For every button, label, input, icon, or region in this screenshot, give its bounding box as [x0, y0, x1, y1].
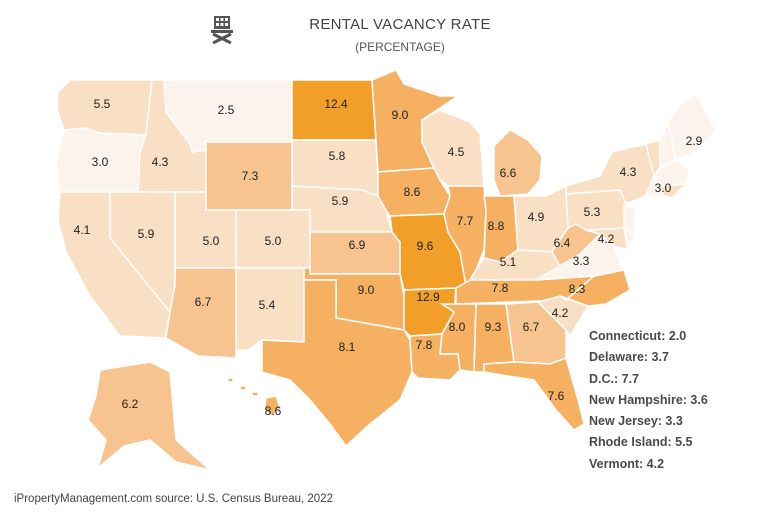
label-new-york: 4.3	[620, 165, 637, 179]
label-georgia: 6.7	[523, 320, 540, 334]
label-washington: 5.5	[94, 97, 111, 111]
label-michigan: 6.6	[500, 166, 517, 180]
state-delaware[interactable]	[622, 226, 635, 250]
label-iowa: 8.6	[404, 185, 421, 199]
state-texas[interactable]	[261, 279, 413, 448]
hawaii-island-kauai	[227, 377, 234, 383]
label-texas: 8.1	[339, 340, 356, 354]
label-missouri: 9.6	[417, 239, 434, 253]
label-colorado: 5.0	[265, 234, 282, 248]
label-west-virginia: 6.4	[554, 236, 571, 250]
label-virginia: 3.3	[573, 254, 590, 268]
label-montana: 2.5	[218, 103, 235, 117]
small-state-new-hampshire: New Hampshire: 3.6	[589, 392, 708, 407]
label-indiana: 8.8	[488, 219, 505, 233]
small-state-connecticut: Connecticut: 2.0	[589, 329, 687, 343]
map-title: RENTAL VACANCY RATE	[309, 16, 491, 33]
source-credit: iPropertyManagement.com source: U.S. Cen…	[14, 493, 333, 505]
label-louisiana: 7.8	[416, 338, 433, 352]
label-minnesota: 9.0	[392, 108, 409, 122]
hawaii-island-maui	[251, 391, 259, 397]
building-logo-icon	[211, 16, 233, 44]
label-kansas: 6.9	[349, 238, 366, 252]
label-mississippi: 8.0	[449, 320, 466, 334]
map-subtitle: (PERCENTAGE)	[355, 40, 445, 54]
state-value-labels: 5.5 3.0 4.1 4.3 5.9 2.5 7.3 5.0 6.7 5.0 …	[74, 97, 703, 418]
label-illinois: 7.7	[457, 214, 474, 228]
state-rhode-island[interactable]	[658, 183, 688, 199]
label-alaska: 6.2	[122, 397, 139, 411]
label-oklahoma: 9.0	[358, 283, 375, 297]
state-south-carolina[interactable]	[536, 295, 590, 338]
label-maine: 2.9	[686, 134, 703, 148]
label-arkansas: 12.9	[416, 290, 440, 304]
hawaii-island-oahu	[239, 385, 247, 391]
label-tennessee: 7.8	[492, 281, 509, 295]
label-florida: 7.6	[548, 389, 565, 403]
label-south-carolina: 4.2	[552, 306, 569, 320]
state-hawaii[interactable]	[263, 395, 281, 417]
state-florida[interactable]	[483, 357, 585, 431]
state-michigan[interactable]	[493, 129, 543, 197]
state-maine[interactable]	[667, 92, 717, 162]
label-nevada: 5.9	[138, 227, 155, 241]
label-wisconsin: 4.5	[448, 145, 465, 159]
label-idaho: 4.3	[152, 155, 169, 169]
label-nebraska: 5.9	[332, 194, 349, 208]
label-north-dakota: 12.4	[324, 97, 348, 111]
label-utah: 5.0	[203, 234, 220, 248]
label-california: 4.1	[74, 223, 91, 237]
label-alabama: 9.3	[485, 320, 502, 334]
label-south-dakota: 5.8	[329, 149, 346, 163]
small-states-list: Connecticut: 2.0 Delaware: 3.7 D.C.: 7.7…	[589, 326, 708, 475]
small-state-vermont: Vermont: 4.2	[589, 456, 665, 471]
label-ohio: 4.9	[528, 210, 545, 224]
label-oregon: 3.0	[92, 155, 109, 169]
label-north-carolina: 8.3	[569, 282, 586, 296]
label-pennsylvania: 5.3	[584, 205, 601, 219]
label-kentucky: 5.1	[500, 255, 517, 269]
label-massachusetts: 3.0	[655, 181, 672, 195]
label-wyoming: 7.3	[242, 169, 259, 183]
label-hawaii: 8.6	[265, 404, 282, 418]
small-state-delaware: Delaware: 3.7	[589, 350, 669, 365]
small-state-dc: D.C.: 7.7	[589, 371, 640, 386]
state-alaska[interactable]	[87, 361, 211, 471]
state-arizona[interactable]	[165, 267, 237, 359]
small-state-rhode-island: Rhode Island: 5.5	[589, 435, 693, 450]
small-state-new-jersey: New Jersey: 3.3	[589, 414, 683, 429]
label-new-mexico: 5.4	[259, 298, 276, 312]
label-arizona: 6.7	[195, 295, 212, 309]
label-maryland: 4.2	[598, 232, 615, 246]
